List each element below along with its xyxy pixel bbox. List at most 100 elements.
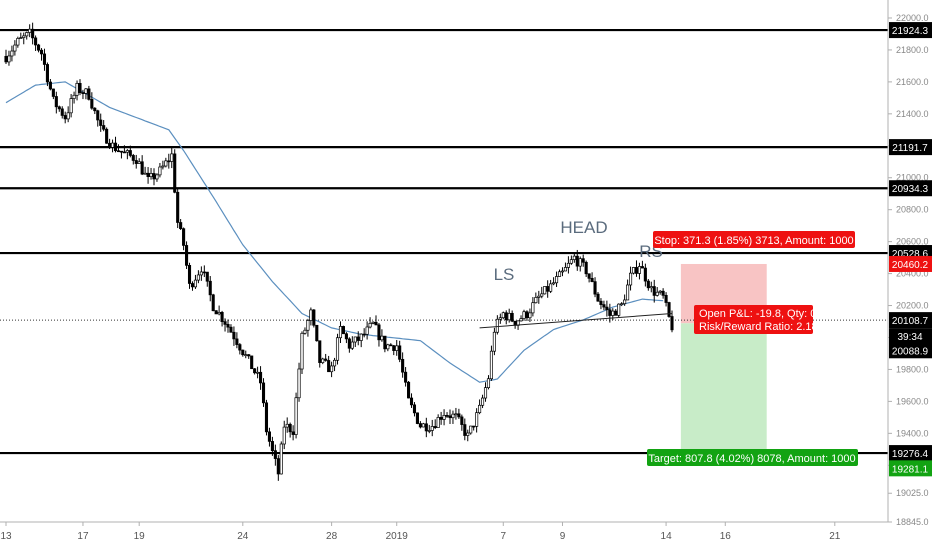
candle[interactable] bbox=[140, 155, 144, 176]
candle[interactable] bbox=[626, 279, 630, 301]
candle[interactable] bbox=[519, 315, 523, 322]
candle[interactable] bbox=[223, 318, 227, 332]
candle[interactable] bbox=[543, 286, 547, 295]
candle[interactable] bbox=[421, 422, 425, 428]
candle[interactable] bbox=[356, 331, 360, 346]
candle[interactable] bbox=[623, 294, 627, 306]
candle[interactable] bbox=[661, 288, 665, 299]
candle[interactable] bbox=[96, 109, 100, 127]
candle[interactable] bbox=[347, 337, 351, 353]
candle[interactable] bbox=[264, 399, 269, 436]
candle[interactable] bbox=[528, 308, 532, 322]
candle[interactable] bbox=[164, 157, 168, 168]
candle[interactable] bbox=[590, 272, 594, 283]
candle[interactable] bbox=[546, 280, 550, 298]
candle[interactable] bbox=[78, 79, 82, 96]
candle[interactable] bbox=[377, 322, 381, 347]
candle[interactable] bbox=[131, 153, 135, 165]
candle[interactable] bbox=[81, 89, 85, 100]
candle[interactable] bbox=[297, 362, 301, 402]
candle[interactable] bbox=[371, 321, 375, 325]
candle[interactable] bbox=[220, 310, 224, 327]
neckline-trendline[interactable] bbox=[479, 313, 673, 329]
candle[interactable] bbox=[7, 50, 11, 66]
candle[interactable] bbox=[368, 317, 372, 329]
candle[interactable] bbox=[389, 343, 393, 347]
candle[interactable] bbox=[380, 329, 384, 342]
candle[interactable] bbox=[167, 153, 171, 169]
candle[interactable] bbox=[315, 324, 319, 342]
candle[interactable] bbox=[137, 158, 141, 164]
candle[interactable] bbox=[75, 80, 79, 101]
candle[interactable] bbox=[540, 286, 544, 299]
candle[interactable] bbox=[569, 255, 573, 265]
candle[interactable] bbox=[492, 327, 496, 356]
candle[interactable] bbox=[102, 120, 106, 132]
candle[interactable] bbox=[643, 263, 647, 287]
candle[interactable] bbox=[560, 267, 565, 277]
candle[interactable] bbox=[430, 419, 434, 437]
candle[interactable] bbox=[557, 269, 562, 277]
candle[interactable] bbox=[649, 281, 653, 293]
candle[interactable] bbox=[537, 290, 541, 304]
candle[interactable] bbox=[552, 277, 556, 286]
candle[interactable] bbox=[134, 154, 138, 169]
candle[interactable] bbox=[205, 271, 209, 287]
candle[interactable] bbox=[48, 78, 52, 91]
candle[interactable] bbox=[486, 375, 491, 390]
candle[interactable] bbox=[158, 162, 162, 178]
candle[interactable] bbox=[84, 88, 88, 100]
candle[interactable] bbox=[57, 105, 61, 112]
candle[interactable] bbox=[294, 392, 298, 439]
candle[interactable] bbox=[646, 279, 650, 291]
candle[interactable] bbox=[593, 277, 597, 298]
candle[interactable] bbox=[193, 274, 197, 289]
candle[interactable] bbox=[578, 256, 582, 272]
candle[interactable] bbox=[143, 166, 147, 175]
candle[interactable] bbox=[433, 419, 437, 430]
candle[interactable] bbox=[454, 407, 458, 420]
candle[interactable] bbox=[211, 293, 215, 312]
candle[interactable] bbox=[250, 355, 254, 370]
candle[interactable] bbox=[629, 266, 633, 291]
candle[interactable] bbox=[507, 308, 511, 323]
candle[interactable] bbox=[321, 357, 325, 365]
candle[interactable] bbox=[28, 24, 32, 38]
candle[interactable] bbox=[173, 149, 177, 194]
candle[interactable] bbox=[66, 106, 70, 123]
candle[interactable] bbox=[42, 48, 47, 71]
candle[interactable] bbox=[602, 300, 606, 311]
candle[interactable] bbox=[587, 273, 591, 283]
candle[interactable] bbox=[510, 310, 514, 323]
candle[interactable] bbox=[214, 310, 218, 315]
candle[interactable] bbox=[170, 147, 174, 169]
candle[interactable] bbox=[54, 91, 58, 114]
candle[interactable] bbox=[498, 313, 502, 324]
candle[interactable] bbox=[309, 307, 313, 326]
candle[interactable] bbox=[409, 393, 414, 408]
candle[interactable] bbox=[534, 292, 538, 304]
candle[interactable] bbox=[463, 418, 467, 441]
candle[interactable] bbox=[489, 345, 493, 381]
candle[interactable] bbox=[395, 340, 399, 356]
candle[interactable] bbox=[300, 331, 304, 374]
candle[interactable] bbox=[327, 355, 331, 373]
candle[interactable] bbox=[353, 336, 357, 347]
candle[interactable] bbox=[501, 311, 505, 320]
candle[interactable] bbox=[581, 254, 585, 267]
candle[interactable] bbox=[631, 266, 636, 275]
candle[interactable] bbox=[324, 353, 328, 362]
candle[interactable] bbox=[404, 367, 408, 387]
candle[interactable] bbox=[575, 249, 579, 271]
candle[interactable] bbox=[640, 260, 644, 269]
candle[interactable] bbox=[253, 368, 257, 375]
candle[interactable] bbox=[350, 336, 354, 350]
candle[interactable] bbox=[105, 127, 109, 144]
candle[interactable] bbox=[341, 325, 345, 335]
candle[interactable] bbox=[291, 425, 295, 441]
candle[interactable] bbox=[202, 265, 206, 278]
candle[interactable] bbox=[149, 167, 153, 180]
candle[interactable] bbox=[401, 352, 405, 378]
candle[interactable] bbox=[93, 107, 97, 115]
